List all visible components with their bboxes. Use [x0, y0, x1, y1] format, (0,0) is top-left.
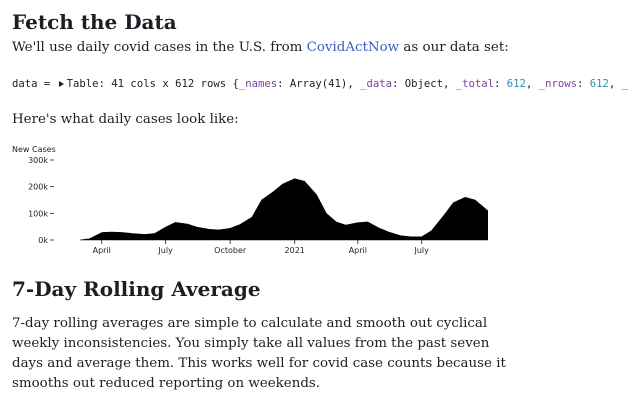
section-heading-fetch: Fetch the Data [12, 10, 177, 34]
table-summary[interactable]: Table: 41 cols x 612 rows [66, 78, 227, 90]
key-nrows: _nrows [538, 78, 577, 90]
section-heading-rolling-average: 7-Day Rolling Average [12, 277, 261, 301]
x-tick-label: July [157, 246, 173, 255]
value-total: 612 [506, 78, 526, 90]
y-axis-label: New Cases [12, 145, 56, 154]
key-names: _names [238, 78, 278, 90]
x-tick-label: July [414, 246, 430, 255]
intro-text-before: We'll use daily covid cases in the U.S. … [12, 40, 307, 55]
value-nrows: 612 [589, 78, 609, 90]
x-tick-label: April [93, 246, 111, 255]
y-tick-label: 100k [28, 209, 48, 218]
value-data: : Object, [391, 78, 456, 90]
key-data: _data [360, 78, 392, 90]
data-cell-prefix: data = [12, 78, 57, 90]
comma-nrows: , [608, 78, 622, 90]
data-cell-output: data = Table: 41 cols x 612 rows {_names… [12, 77, 628, 91]
comma-total: , [525, 78, 539, 90]
key-total: _total [455, 78, 495, 90]
intro-text-after: as our data set: [399, 40, 509, 55]
intro-paragraph: We'll use daily covid cases in the U.S. … [12, 38, 509, 58]
daily-cases-area [79, 178, 488, 241]
sep-nrows: : [576, 78, 590, 90]
expand-triangle-icon[interactable] [58, 81, 64, 87]
y-tick-label: 300k [28, 156, 48, 165]
covidactnow-link[interactable]: CovidActNow [306, 40, 400, 55]
daily-cases-chart: New Cases 0k 100k 200k 300k April July October 2… [12, 145, 488, 255]
sep-total: : [494, 78, 507, 90]
x-tick-label: 2021 [285, 246, 305, 255]
open-brace: { [226, 78, 239, 90]
x-tick-label: April [349, 246, 367, 255]
rolling-average-paragraph: 7-day rolling averages are simple to cal… [12, 316, 506, 391]
y-tick-label: 200k [28, 183, 48, 192]
y-tick-label: 0k [38, 236, 48, 245]
key-truncated: _ [621, 78, 629, 90]
x-tick-label: October [214, 246, 247, 255]
value-names: : Array(41), [277, 78, 361, 90]
cases-intro-text: Here's what daily cases look like: [12, 112, 239, 127]
